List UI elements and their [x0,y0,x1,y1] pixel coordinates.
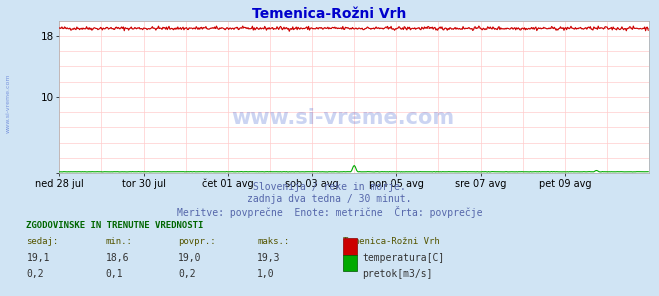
Text: povpr.:: povpr.: [178,237,215,246]
Text: Slovenija / reke in morje.: Slovenija / reke in morje. [253,182,406,192]
Text: Meritve: povprečne  Enote: metrične  Črta: povprečje: Meritve: povprečne Enote: metrične Črta:… [177,206,482,218]
Text: 0,1: 0,1 [105,269,123,279]
Text: maks.:: maks.: [257,237,289,246]
Text: pretok[m3/s]: pretok[m3/s] [362,269,433,279]
Text: 19,1: 19,1 [26,253,50,263]
Text: www.si-vreme.com: www.si-vreme.com [231,108,454,128]
Text: 19,3: 19,3 [257,253,281,263]
Text: ZGODOVINSKE IN TRENUTNE VREDNOSTI: ZGODOVINSKE IN TRENUTNE VREDNOSTI [26,221,204,229]
Text: 1,0: 1,0 [257,269,275,279]
Text: zadnja dva tedna / 30 minut.: zadnja dva tedna / 30 minut. [247,194,412,204]
Text: Temenica-Rožni Vrh: Temenica-Rožni Vrh [343,237,440,246]
Text: min.:: min.: [105,237,132,246]
Text: 0,2: 0,2 [26,269,44,279]
Text: Temenica-Rožni Vrh: Temenica-Rožni Vrh [252,7,407,21]
Text: 18,6: 18,6 [105,253,129,263]
Text: 0,2: 0,2 [178,269,196,279]
Text: sedaj:: sedaj: [26,237,59,246]
Text: 19,0: 19,0 [178,253,202,263]
Text: www.si-vreme.com: www.si-vreme.com [6,74,11,133]
Text: temperatura[C]: temperatura[C] [362,253,445,263]
